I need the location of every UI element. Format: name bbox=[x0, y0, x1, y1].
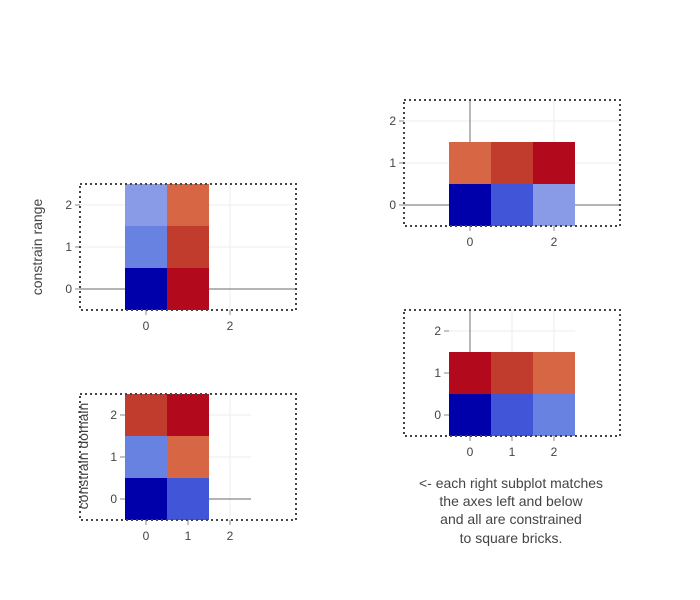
heatmap-cell bbox=[167, 436, 209, 478]
subplot-frame bbox=[79, 393, 297, 521]
heatmap-cell bbox=[533, 184, 575, 226]
x-tick-label: 1 bbox=[185, 529, 192, 543]
y-tick-label: 0 bbox=[389, 198, 396, 212]
y-tick-label: 2 bbox=[65, 198, 72, 212]
x-tick-label: 0 bbox=[143, 319, 150, 333]
heatmap-cell bbox=[449, 184, 491, 226]
heatmap-cell bbox=[125, 268, 167, 310]
heatmap-cell bbox=[533, 394, 575, 436]
heatmap-cell bbox=[491, 184, 533, 226]
heatmap-cell bbox=[125, 436, 167, 478]
heatmap-cell bbox=[491, 142, 533, 184]
x-tick-label: 2 bbox=[551, 445, 558, 459]
heatmap-cell bbox=[167, 226, 209, 268]
subplot-bottom-right: 0 1 2 0 1 2 bbox=[403, 309, 621, 459]
heatmap-cell bbox=[167, 478, 209, 520]
subplot-top-left: 0 2 0 1 2 bbox=[65, 183, 297, 333]
annotation-line: <- each right subplot matches bbox=[419, 475, 603, 491]
annotation-line: the axes left and below bbox=[439, 493, 583, 509]
y-tick-label: 0 bbox=[434, 408, 441, 422]
heatmap-cell bbox=[533, 142, 575, 184]
heatmap-cell bbox=[125, 226, 167, 268]
heatmap-cell bbox=[167, 184, 209, 226]
subplot-top-right: 0 2 0 1 2 bbox=[389, 99, 621, 249]
y-tick-label: 0 bbox=[65, 282, 72, 296]
x-tick-label: 2 bbox=[227, 319, 234, 333]
subplot-bottom-left: 0 1 2 0 1 2 bbox=[79, 393, 297, 543]
y-tick-label: 1 bbox=[65, 240, 72, 254]
subplot-frame bbox=[79, 183, 297, 311]
heatmap-cell bbox=[491, 394, 533, 436]
y-axis-title-bottom-left: constrain domain bbox=[75, 403, 91, 510]
subplot-frame bbox=[403, 99, 621, 227]
y-tick-label: 0 bbox=[110, 492, 117, 506]
y-tick-label: 1 bbox=[434, 366, 441, 380]
y-tick-label: 2 bbox=[389, 114, 396, 128]
heatmap-cell bbox=[167, 268, 209, 310]
annotation-line: and all are constrained bbox=[440, 511, 582, 527]
x-tick-label: 2 bbox=[227, 529, 234, 543]
heatmap-cell bbox=[491, 352, 533, 394]
annotation-line: to square bricks. bbox=[460, 530, 563, 546]
x-tick-label: 1 bbox=[509, 445, 516, 459]
heatmap-cell bbox=[449, 352, 491, 394]
x-tick-label: 0 bbox=[467, 445, 474, 459]
heatmap-cell bbox=[449, 394, 491, 436]
y-tick-label: 2 bbox=[434, 324, 441, 338]
heatmap-cell bbox=[125, 394, 167, 436]
x-tick-label: 0 bbox=[467, 235, 474, 249]
x-tick-label: 0 bbox=[143, 529, 150, 543]
subplot-frame bbox=[403, 309, 621, 437]
heatmap-cell bbox=[449, 142, 491, 184]
y-axis-title-top-left: constrain range bbox=[29, 199, 45, 296]
y-tick-label: 1 bbox=[389, 156, 396, 170]
heatmap-cell bbox=[125, 184, 167, 226]
x-tick-label: 2 bbox=[551, 235, 558, 249]
y-tick-label: 1 bbox=[110, 450, 117, 464]
heatmap-cell bbox=[167, 394, 209, 436]
subplots-layer: 0 2 0 1 2 0 2 0 1 2 0 1 2 0 1 2 0 1 2 0 1 2 bbox=[65, 99, 621, 543]
annotation-note: <- each right subplot matches the axes l… bbox=[419, 475, 603, 546]
y-tick-label: 2 bbox=[110, 408, 117, 422]
heatmap-cell bbox=[125, 478, 167, 520]
heatmap-cell bbox=[533, 352, 575, 394]
